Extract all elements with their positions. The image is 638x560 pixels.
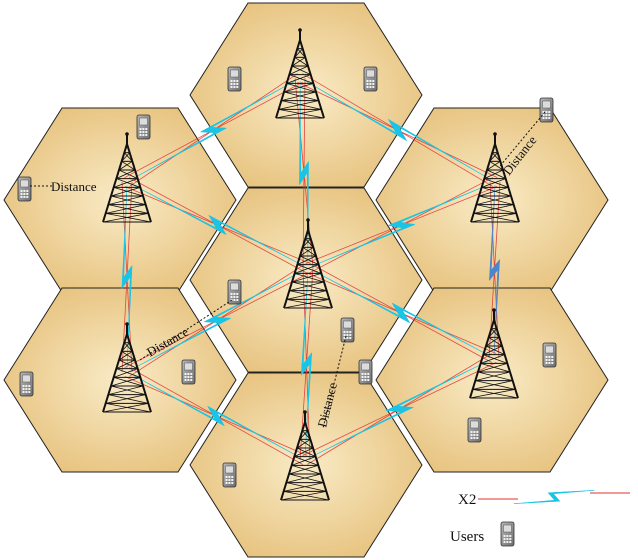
user-mobile-phone-icon (227, 66, 242, 92)
user-mobile-phone-icon (181, 359, 196, 385)
x2-link-icon (311, 269, 491, 357)
user-mobile-phone-icon (136, 114, 151, 140)
tower-bottom-antenna-tower-icon (280, 410, 330, 501)
tower-top-antenna-tower-icon (275, 28, 325, 119)
x2-link-icon (311, 183, 492, 267)
hexagon-cells (3, 2, 609, 558)
user-mobile-phone-icon (222, 462, 237, 488)
x2-link-icon (130, 373, 302, 459)
cell-center (189, 187, 423, 373)
x2-link-icon (130, 183, 305, 267)
cell-lower-left (3, 287, 237, 473)
legend-mobile-phone-icon (500, 521, 515, 547)
user-mobile-phone-icon (19, 371, 34, 397)
user-devices (17, 66, 557, 488)
legend-user-icon (500, 521, 515, 547)
tower-lower-left-antenna-tower-icon (102, 322, 152, 413)
cell-lower-right (375, 287, 609, 473)
tower-lower-right-antenna-tower-icon (469, 308, 519, 399)
user-mobile-phone-icon (340, 317, 355, 343)
user-mobile-phone-icon (17, 176, 32, 202)
legend: X2 Users (450, 490, 630, 547)
user-mobile-phone-icon (542, 342, 557, 368)
x2-link-icon (130, 269, 305, 371)
user-mobile-phone-icon (363, 66, 378, 92)
user-mobile-phone-icon (227, 279, 242, 305)
cell-top (189, 2, 423, 188)
user-mobile-phone-icon (358, 359, 373, 385)
legend-x2-lightning-icon (513, 490, 595, 504)
legend-x2-label: X2 (458, 492, 476, 508)
legend-x2-link-icon (478, 490, 630, 504)
tower-upper-right-antenna-tower-icon (470, 132, 520, 223)
base-stations (102, 28, 520, 501)
distance-label-left: Distance (51, 179, 97, 194)
tower-upper-left-antenna-tower-icon (102, 132, 152, 223)
user-mobile-phone-icon (539, 97, 554, 123)
x2-link-icon (303, 79, 492, 181)
x2-links (121, 79, 500, 459)
user-mobile-phone-icon (467, 417, 482, 443)
x2-link-icon (130, 79, 297, 181)
x2-link-icon (308, 359, 491, 459)
tower-center-antenna-tower-icon (283, 218, 333, 309)
legend-users-label: Users (450, 529, 484, 545)
